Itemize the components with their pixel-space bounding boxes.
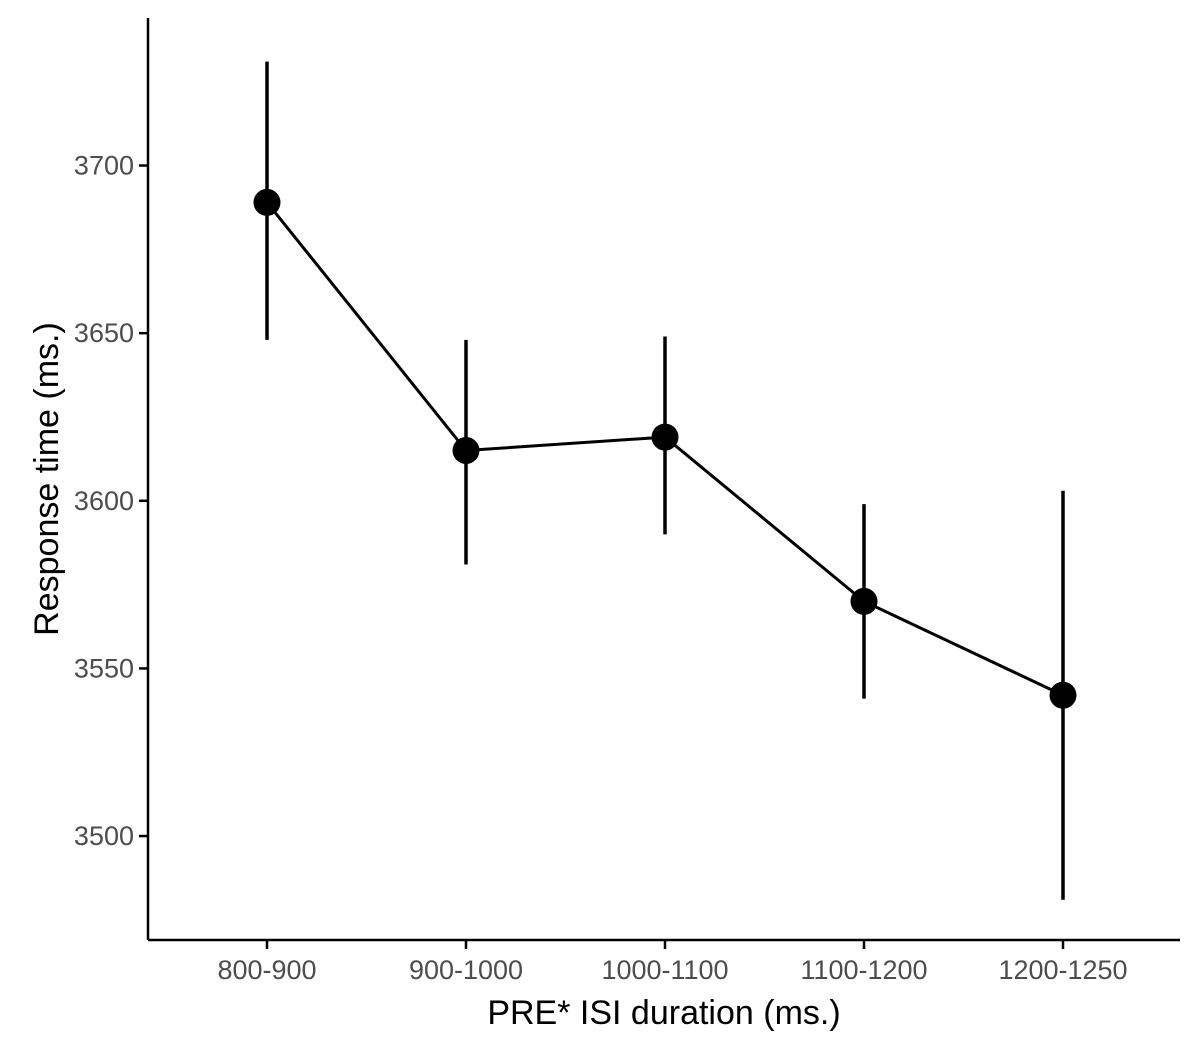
x-tick-label: 1000-1100: [601, 955, 728, 985]
y-tick-label: 3650: [74, 318, 134, 348]
data-point: [1049, 681, 1077, 709]
y-axis-title: Response time (ms.): [28, 322, 66, 636]
data-point: [651, 423, 679, 451]
x-axis-ticks: 800-900 900-1000 1000-1100 1100-1200 1200-12…: [217, 940, 1128, 985]
data-point: [253, 188, 281, 216]
data-points: [253, 188, 1077, 709]
x-tick-label: 900-1000: [409, 955, 523, 985]
x-tick-label: 1100-1200: [800, 955, 927, 985]
x-tick-label: 1200-1250: [998, 955, 1127, 985]
error-bars: [265, 61, 1065, 900]
data-point: [452, 437, 480, 465]
y-tick-label: 3500: [74, 821, 134, 851]
y-axis-ticks: 3500 3550 3600 3650 3700: [74, 151, 148, 851]
y-tick-label: 3550: [74, 653, 134, 683]
data-point: [850, 587, 878, 615]
x-tick-label: 800-900: [217, 955, 316, 985]
x-axis-title: PRE* ISI duration (ms.): [487, 994, 840, 1032]
y-tick-label: 3600: [74, 486, 134, 516]
y-tick-label: 3700: [74, 151, 134, 181]
